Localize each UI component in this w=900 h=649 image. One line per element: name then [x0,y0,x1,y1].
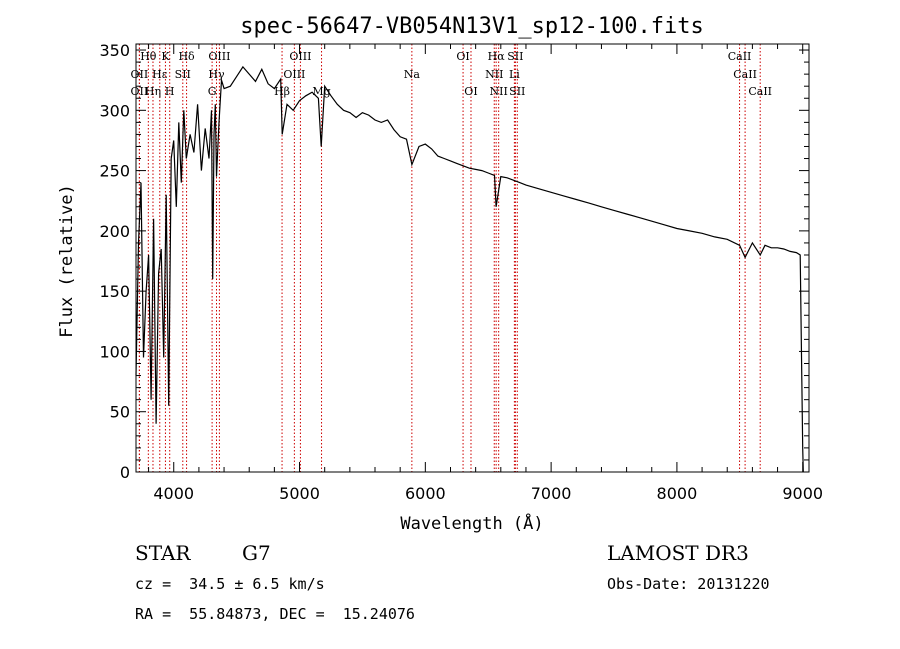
survey-name: LAMOST DR3 [607,541,749,565]
marker-label: OIII [208,50,230,63]
marker-label: NII [490,85,508,98]
marker-label: OI [464,85,477,98]
marker-label: OI [456,50,469,63]
x-axis: 4000 5000 6000 7000 8000 9000 [148,44,823,503]
marker-label: Hη [145,85,161,98]
spectrum-line [135,65,804,473]
marker-label: G [208,85,217,98]
y-axis: 0 50 100 150 200 250 300 350 [99,41,809,482]
marker-label: Hβ [274,85,290,98]
redshift-text: cz = 34.5 ± 6.5 km/s [135,575,325,593]
obs-date-text: Obs-Date: 20131220 [607,575,770,593]
x-tick-label: 5000 [279,484,320,503]
marker-label: Hδ [178,50,195,63]
y-tick-label: 150 [99,282,130,301]
marker-label: SII [509,85,525,98]
marker-label: CaII [728,50,752,63]
marker-label: Hε [152,68,168,81]
marker-label: K [161,50,170,63]
x-tick-label: 6000 [405,484,446,503]
y-tick-label: 50 [110,403,130,422]
plot-frame [135,43,810,473]
x-tick-label: 4000 [153,484,194,503]
marker-label: OIII [283,68,305,81]
marker-label: SII [507,50,523,63]
y-tick-label: 0 [120,463,130,482]
marker-label: H [165,85,175,98]
marker-label: CaII [733,68,757,81]
marker-label: Na [404,68,421,81]
marker-label: SII [175,68,191,81]
marker-label: Hθ [140,50,157,63]
y-tick-label: 350 [99,41,130,60]
x-axis-label: Wavelength (Å) [400,512,543,534]
object-subclass: G7 [242,541,271,565]
x-tick-label: 8000 [657,484,698,503]
coordinates-text: RA = 55.84873, DEC = 15.24076 [135,605,415,623]
y-axis-label: Flux (relative) [57,184,77,338]
y-tick-label: 250 [99,162,130,181]
y-tick-label: 100 [99,342,130,361]
y-tick-label: 300 [99,101,130,120]
chart-title: spec-56647-VB054N13V1_sp12-100.fits [240,14,704,39]
y-tick-label: 200 [99,222,130,241]
marker-label: Li [509,68,520,81]
object-class: STAR [135,541,191,565]
x-tick-label: 7000 [531,484,572,503]
marker-label: CaII [748,85,772,98]
line-markers [138,44,761,472]
marker-label: Hα [488,50,506,63]
x-tick-label: 9000 [782,484,823,503]
marker-label: OIII [289,50,311,63]
marker-label: NII [485,68,503,81]
marker-label: OII [131,85,149,98]
marker-label: Hγ [208,68,225,81]
